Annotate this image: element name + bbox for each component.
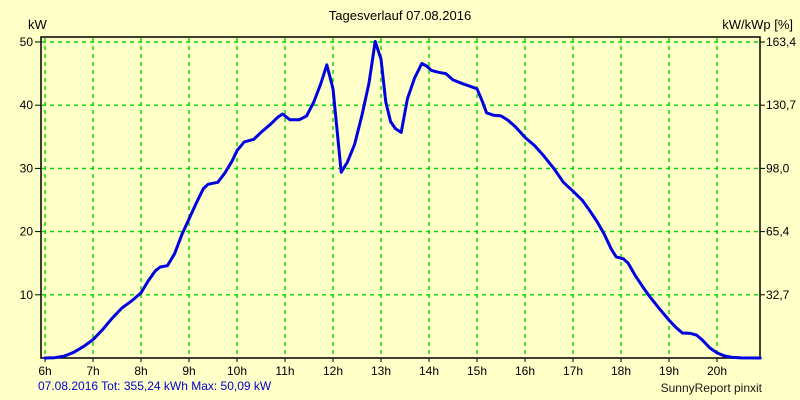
right-axis-unit-label: kW/kWp [%] <box>722 17 793 32</box>
x-axis-tick-label: 16h <box>515 364 535 378</box>
chart-title: Tagesverlauf 07.08.2016 <box>328 8 472 23</box>
status-summary-text: 07.08.2016 Tot: 355,24 kWh Max: 50,09 kW <box>38 379 272 393</box>
left-axis-tick-label: 50 <box>20 35 34 49</box>
right-axis-tick-label: 65,4 <box>766 225 790 239</box>
left-axis-unit-label: kW <box>28 17 47 32</box>
x-axis-tick-label: 7h <box>86 364 99 378</box>
x-axis-tick-label: 20h <box>707 364 727 378</box>
pv-power-series-line <box>43 39 762 360</box>
x-axis-tick-label: 8h <box>134 364 147 378</box>
x-axis-tick-label: 12h <box>323 364 343 378</box>
right-axis-tick-label: 130,7 <box>766 98 796 112</box>
x-axis-tick-label: 17h <box>563 364 583 378</box>
x-axis-tick-label: 15h <box>467 364 487 378</box>
left-axis-tick-label: 30 <box>20 161 34 175</box>
x-axis-tick-label: 13h <box>371 364 391 378</box>
x-axis-tick-label: 10h <box>227 364 247 378</box>
left-axis-tick-label: 10 <box>20 288 34 302</box>
right-axis-tick-label: 163,4 <box>766 35 796 49</box>
x-axis-tick-label: 11h <box>275 364 294 378</box>
branding-text: SunnyReport pinxit <box>660 381 762 395</box>
left-axis-tick-label: 20 <box>20 225 34 239</box>
x-axis-tick-label: 6h <box>38 364 51 378</box>
plot-frame <box>40 36 761 359</box>
x-axis-tick-label: 19h <box>659 364 679 378</box>
left-axis-tick-label: 40 <box>20 98 34 112</box>
right-axis-tick-label: 98,0 <box>766 161 790 175</box>
x-axis-tick-label: 18h <box>611 364 631 378</box>
x-axis-tick-label: 14h <box>419 364 439 378</box>
right-axis-tick-label: 32,7 <box>766 288 790 302</box>
x-axis-tick-label: 9h <box>182 364 195 378</box>
